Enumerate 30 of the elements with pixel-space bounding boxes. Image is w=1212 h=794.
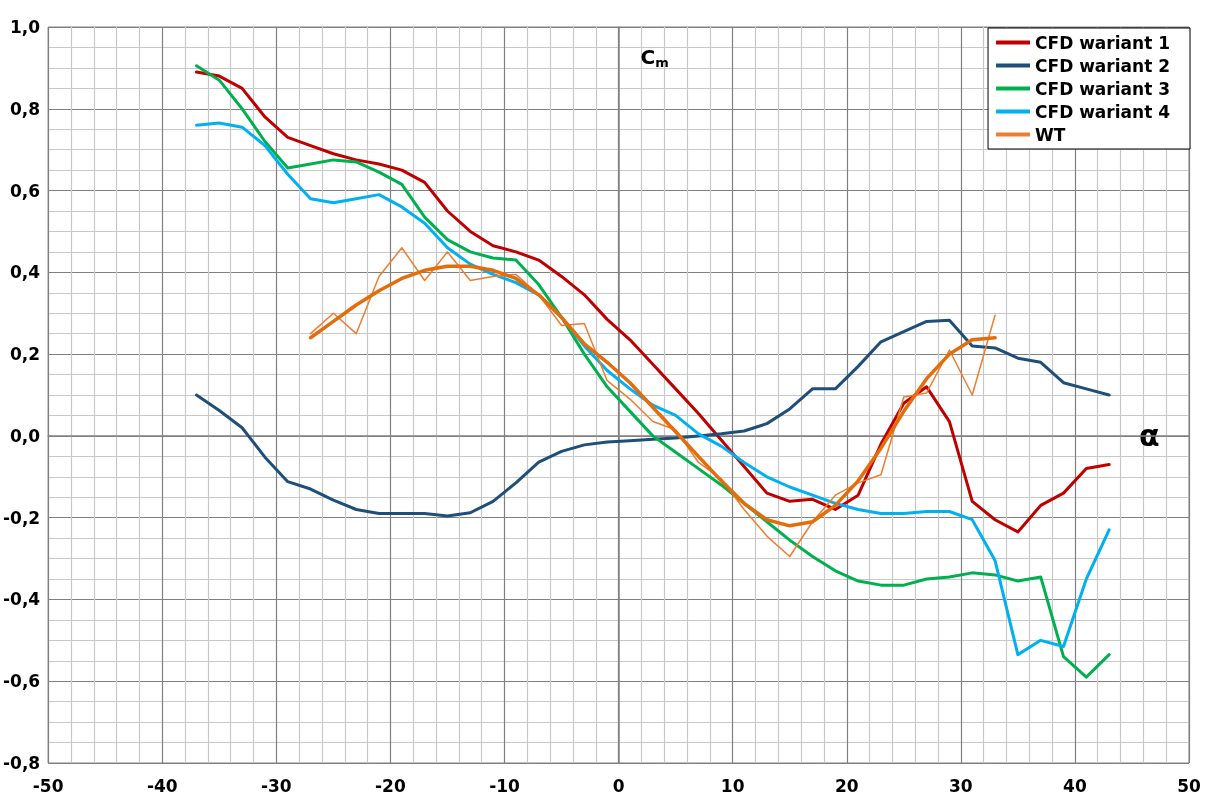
x-tick-label: 0: [612, 775, 625, 794]
y-tick-label: 1,0: [10, 17, 41, 37]
line-series: [309, 247, 996, 558]
x-tick-label: -50: [32, 775, 64, 794]
legend-label: CFD wariant 3: [1035, 78, 1171, 99]
y-tick-label: 0,0: [10, 425, 41, 446]
x-tick-label: -30: [260, 775, 292, 794]
y-tick-label: -0,8: [3, 753, 41, 773]
line-series: [308, 264, 997, 528]
x-tick-label: -40: [146, 775, 178, 794]
x-axis-title: α: [1139, 418, 1160, 454]
y-tick-label: 0,2: [10, 344, 41, 365]
y-tick-label: 0,4: [10, 262, 41, 283]
x-tick-label: 50: [1177, 775, 1201, 794]
legend-label: CFD wariant 1: [1035, 32, 1171, 53]
x-tick-label: 10: [720, 775, 745, 794]
x-tick-label: 40: [1063, 775, 1087, 794]
y-tick-label: -0,2: [3, 507, 41, 528]
x-tick-label: -10: [489, 775, 521, 794]
y-tick-label: 0,6: [10, 180, 41, 201]
x-tick-label: 20: [834, 775, 859, 794]
y-tick-label: 0,8: [10, 98, 41, 119]
legend-label: WT: [1035, 124, 1066, 145]
x-tick-label: -20: [375, 775, 406, 794]
y-tick-label: -0,4: [3, 589, 41, 610]
y-tick-label: -0,6: [3, 671, 41, 692]
x-tick-label: 30: [949, 775, 973, 794]
legend-label: CFD wariant 2: [1035, 55, 1171, 76]
line-series: [194, 318, 1111, 518]
legend-label: CFD wariant 4: [1035, 101, 1171, 122]
